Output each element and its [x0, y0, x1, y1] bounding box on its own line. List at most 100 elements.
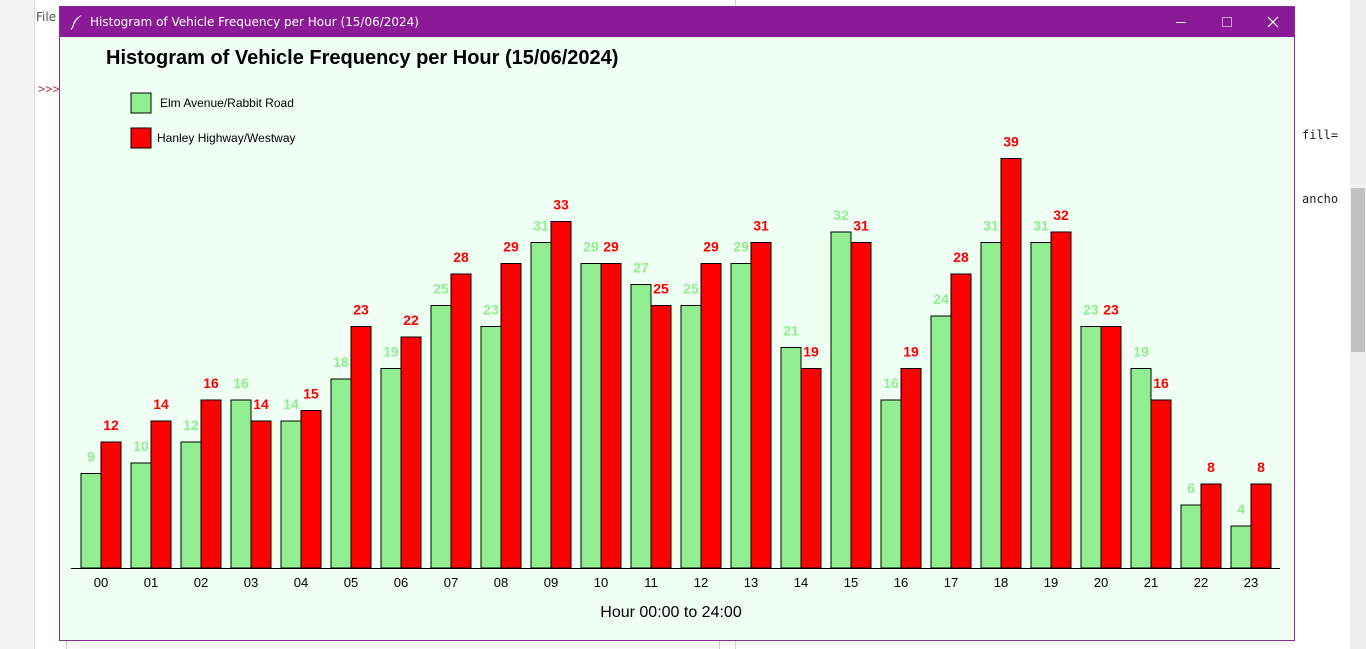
- window-title: Histogram of Vehicle Frequency per Hour …: [90, 15, 419, 29]
- legend-swatch: [130, 92, 152, 114]
- bar: [230, 399, 252, 569]
- background-editor-gutter: [0, 0, 35, 649]
- bar: [300, 410, 322, 569]
- bar: [730, 263, 752, 569]
- background-code-line: ancho: [1302, 192, 1339, 206]
- data-label: 21: [783, 323, 799, 339]
- x-tick-label: 05: [344, 575, 358, 590]
- data-label: 16: [233, 375, 249, 391]
- background-shell-prompt: >>>: [38, 82, 60, 96]
- data-label: 23: [1103, 302, 1119, 318]
- x-tick-label: 04: [294, 575, 308, 590]
- chart-title: Histogram of Vehicle Frequency per Hour …: [106, 47, 618, 69]
- data-label: 19: [1133, 344, 1149, 360]
- bar: [600, 263, 622, 569]
- x-tick-label: 17: [944, 575, 958, 590]
- minimize-button[interactable]: [1158, 7, 1204, 37]
- data-label: 28: [453, 249, 469, 265]
- bar: [1130, 368, 1152, 569]
- x-tick-label: 09: [544, 575, 558, 590]
- data-label: 25: [433, 281, 449, 297]
- bar: [650, 305, 672, 569]
- data-label: 22: [403, 312, 419, 328]
- data-label: 29: [503, 239, 519, 255]
- x-tick-label: 21: [1144, 575, 1158, 590]
- bar: [700, 263, 722, 569]
- data-label: 29: [703, 239, 719, 255]
- data-label: 8: [1207, 459, 1215, 475]
- bar: [1050, 231, 1072, 569]
- data-label: 18: [333, 354, 349, 370]
- bar: [450, 273, 472, 569]
- data-label: 25: [683, 281, 699, 297]
- data-label: 19: [903, 344, 919, 360]
- bar: [1030, 242, 1052, 569]
- data-label: 4: [1237, 501, 1245, 517]
- data-label: 23: [483, 302, 499, 318]
- plot-area: Histogram of Vehicle Frequency per Hour …: [60, 37, 1294, 640]
- bar: [530, 242, 552, 569]
- data-label: 32: [1053, 207, 1069, 223]
- x-tick-label: 12: [694, 575, 708, 590]
- bar: [630, 284, 652, 569]
- data-label: 32: [833, 207, 849, 223]
- x-tick-label: 18: [994, 575, 1008, 590]
- x-tick-label: 19: [1044, 575, 1058, 590]
- bar: [1100, 326, 1122, 569]
- data-label: 29: [733, 239, 749, 255]
- feather-icon: [70, 14, 84, 30]
- data-label: 31: [983, 218, 999, 234]
- bar: [850, 242, 872, 569]
- bar: [480, 326, 502, 569]
- x-tick-label: 14: [794, 575, 808, 590]
- x-tick-label: 20: [1094, 575, 1108, 590]
- bar: [330, 378, 352, 569]
- background-panel-bottom: [66, 641, 720, 649]
- x-tick-label: 07: [444, 575, 458, 590]
- data-label: 12: [103, 417, 119, 433]
- x-axis-label: Hour 00:00 to 24:00: [600, 604, 742, 621]
- data-label: 23: [1083, 302, 1099, 318]
- bar: [150, 420, 172, 569]
- bar: [1150, 399, 1172, 569]
- background-menu-file[interactable]: File: [36, 10, 57, 24]
- bar: [1230, 525, 1252, 569]
- x-tick-label: 03: [244, 575, 258, 590]
- bar: [830, 231, 852, 569]
- data-label: 8: [1257, 459, 1265, 475]
- bar: [1080, 326, 1102, 569]
- bar: [250, 420, 272, 569]
- close-button[interactable]: [1250, 7, 1296, 37]
- bar: [400, 336, 422, 569]
- data-label: 14: [283, 396, 299, 412]
- x-tick-label: 08: [494, 575, 508, 590]
- bar: [800, 368, 822, 569]
- window-titlebar[interactable]: Histogram of Vehicle Frequency per Hour …: [60, 7, 1294, 37]
- data-label: 16: [203, 375, 219, 391]
- data-label: 16: [883, 375, 899, 391]
- histogram-chart: Histogram of Vehicle Frequency per Hour …: [71, 47, 1280, 621]
- maximize-icon: [1221, 16, 1233, 28]
- background-scrollbar-thumb[interactable]: [1351, 188, 1365, 352]
- x-tick-label: 01: [144, 575, 158, 590]
- x-tick-label: 02: [194, 575, 208, 590]
- bar: [380, 368, 402, 569]
- x-tick-label: 15: [844, 575, 858, 590]
- bar: [580, 263, 602, 569]
- x-tick-label: 06: [394, 575, 408, 590]
- chart-window: Histogram of Vehicle Frequency per Hour …: [59, 6, 1295, 641]
- bar: [930, 315, 952, 569]
- data-label: 15: [303, 386, 319, 402]
- data-label: 39: [1003, 134, 1019, 150]
- data-label: 31: [753, 218, 769, 234]
- bar: [1200, 483, 1222, 569]
- x-tick-label: 10: [594, 575, 608, 590]
- data-label: 14: [153, 396, 169, 412]
- bar: [350, 326, 372, 569]
- close-icon: [1267, 16, 1279, 28]
- bar: [950, 273, 972, 569]
- bar: [1000, 158, 1022, 569]
- bar: [180, 441, 202, 569]
- maximize-button[interactable]: [1204, 7, 1250, 37]
- data-label: 27: [633, 260, 649, 276]
